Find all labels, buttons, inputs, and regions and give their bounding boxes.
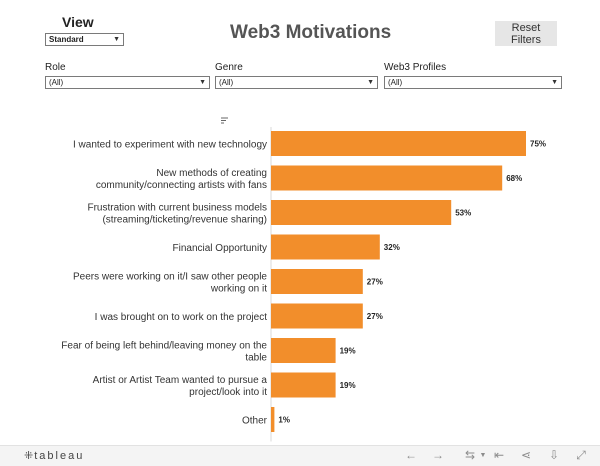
bar — [271, 131, 526, 156]
category-label: I was brought on to work on the project — [95, 312, 268, 323]
category-label: Other — [242, 416, 268, 427]
download-icon[interactable]: ⇩ — [548, 448, 560, 462]
category-label: community/connecting artists with fans — [96, 180, 267, 191]
chevron-down-icon: ▼ — [367, 79, 374, 86]
category-label: table — [245, 353, 267, 364]
tableau-mark-icon: ⁜ — [24, 450, 34, 462]
redo-icon[interactable]: → — [432, 448, 444, 462]
filter-genre-select[interactable]: (All) ▼ — [215, 76, 378, 89]
bar — [271, 338, 336, 363]
category-label: Fear of being left behind/leaving money … — [61, 341, 267, 352]
data-label: 75% — [530, 140, 546, 149]
dashboard-title: Web3 Motivations — [230, 22, 392, 43]
chevron-down-icon: ▼ — [113, 36, 120, 43]
category-label: I wanted to experiment with new technolo… — [73, 140, 267, 151]
category-label: New methods of creating — [156, 168, 267, 179]
filter-label-genre: Genre — [215, 62, 243, 73]
category-label: Artist or Artist Team wanted to pursue a — [93, 375, 268, 386]
category-label: project/look into it — [189, 387, 267, 398]
category-label: working on it — [210, 284, 267, 295]
undo-icon[interactable]: ← — [405, 448, 417, 462]
filter-role-value: (All) — [49, 78, 64, 87]
chevron-down-icon[interactable]: ▼ — [479, 452, 487, 459]
filter-genre-value: (All) — [219, 78, 234, 87]
filter-web3-profiles-select[interactable]: (All) ▼ — [384, 76, 562, 89]
revert-icon[interactable]: ⇆ — [464, 448, 476, 462]
data-label: 27% — [367, 312, 383, 321]
data-label: 53% — [455, 209, 471, 218]
category-label: Financial Opportunity — [173, 243, 268, 254]
data-label: 32% — [384, 243, 400, 252]
bar — [271, 372, 336, 398]
filter-role-select[interactable]: (All) ▼ — [45, 76, 210, 89]
category-label: Frustration with current business models — [87, 203, 267, 214]
data-label: 19% — [340, 347, 356, 356]
filter-web3-profiles-value: (All) — [388, 78, 403, 87]
bar — [271, 234, 380, 260]
tableau-toolbar — [0, 445, 600, 466]
tableau-logo-text: tableau — [34, 450, 85, 462]
data-label: 27% — [367, 278, 383, 287]
reset-filters-button[interactable]: Reset Filters — [495, 21, 557, 46]
sort-icon[interactable] — [221, 117, 229, 125]
bar — [271, 407, 275, 432]
pause-icon[interactable]: ⇤ — [493, 448, 505, 462]
bar — [271, 303, 363, 329]
category-label: (streaming/ticketing/revenue sharing) — [102, 215, 267, 226]
chevron-down-icon: ▼ — [551, 79, 558, 86]
data-label: 68% — [506, 174, 522, 183]
data-label: 19% — [340, 381, 356, 390]
reset-filters-label-line2: Filters — [511, 34, 541, 46]
tableau-logo[interactable]: ⁜tableau — [24, 449, 84, 462]
bar — [271, 200, 452, 225]
bar — [271, 165, 503, 191]
filter-label-role: Role — [45, 62, 66, 73]
view-select[interactable]: Standard ▼ — [45, 33, 124, 46]
category-label: Peers were working on it/I saw other peo… — [73, 272, 267, 283]
reset-filters-label-line1: Reset — [511, 22, 541, 34]
filter-label-web3-profiles: Web3 Profiles — [384, 62, 447, 73]
bar-chart: 75% I wanted to experiment with new techn… — [61, 127, 546, 442]
data-label: 1% — [278, 416, 290, 425]
bar — [271, 269, 363, 294]
share-icon[interactable]: ⋖ — [520, 448, 532, 462]
fullscreen-icon[interactable]: ⤢ — [576, 448, 586, 462]
view-label: View — [62, 14, 94, 30]
view-select-value: Standard — [49, 35, 84, 44]
chevron-down-icon: ▼ — [199, 79, 206, 86]
